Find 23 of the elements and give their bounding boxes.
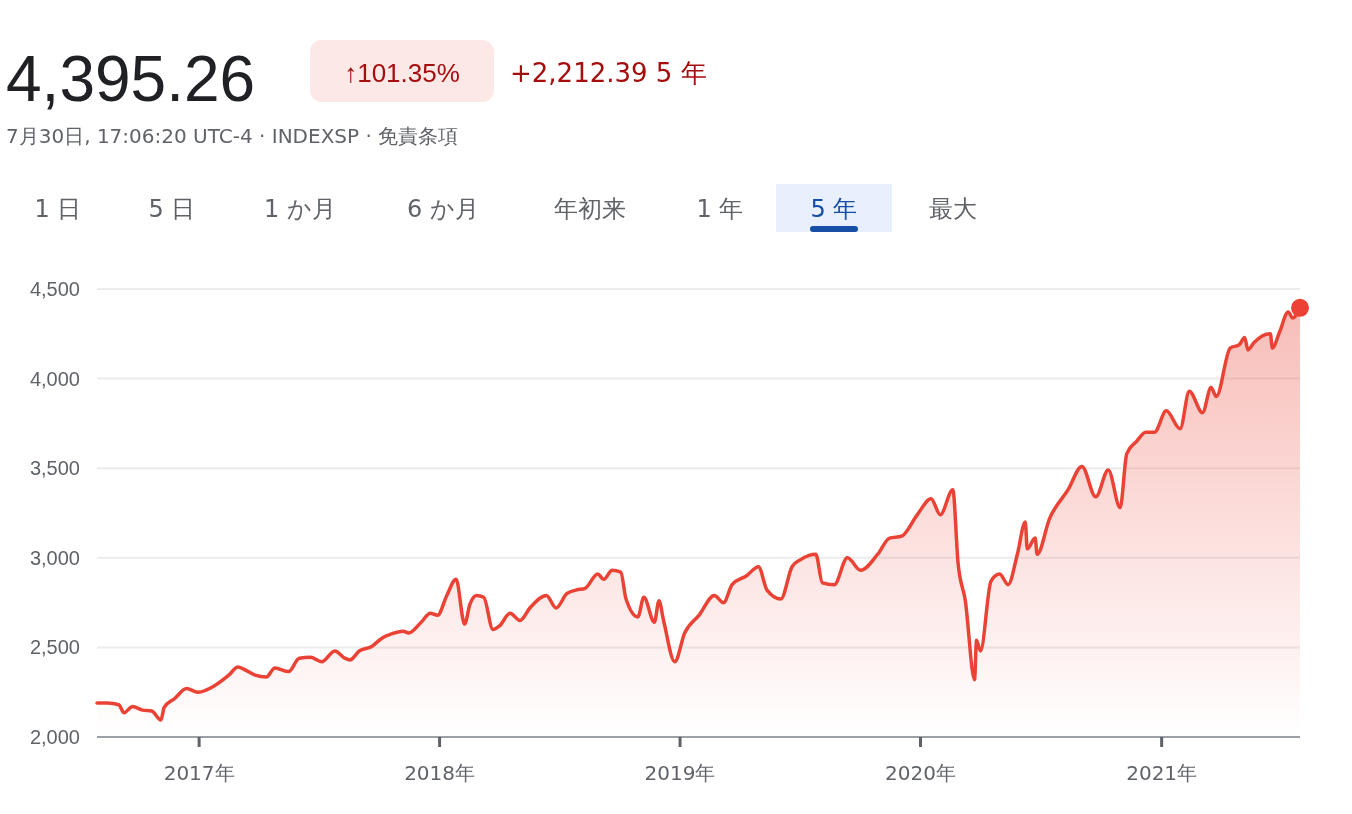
text: 6 か月 <box>407 195 479 223</box>
text: ↑101.35% <box>344 58 460 88</box>
chart-title: 4,395.26 <box>6 43 256 115</box>
x-tick-label: 2019年 <box>644 761 716 785</box>
y-tick-label: 3,000 <box>29 546 80 569</box>
text: 最大 <box>929 195 977 223</box>
chart-subtitle: 7月30日, 17:06:20 UTC-4 · INDEXSP · 免責条項 <box>6 124 459 148</box>
text: 1 年 <box>696 195 744 223</box>
text: 年初来 <box>554 195 626 223</box>
y-tick-label: 4,000 <box>29 367 80 390</box>
x-tick-label: 2018年 <box>404 761 476 785</box>
text: 5 年 <box>810 195 858 223</box>
text: +2,212.39 5 年 <box>510 58 707 88</box>
y-tick-label: 2,000 <box>29 726 80 748</box>
text: 5 日 <box>148 195 196 223</box>
y-tick-label: 3,500 <box>29 457 80 480</box>
x-tick-label: 2021年 <box>1126 761 1198 785</box>
y-tick-label: 2,500 <box>29 636 80 659</box>
x-tick-label: 2017年 <box>163 761 235 785</box>
x-tick-label: 2020年 <box>885 761 956 785</box>
text: 1 か月 <box>264 195 336 223</box>
y-tick-label: 4,500 <box>29 278 80 300</box>
text: 1 日 <box>34 195 82 223</box>
